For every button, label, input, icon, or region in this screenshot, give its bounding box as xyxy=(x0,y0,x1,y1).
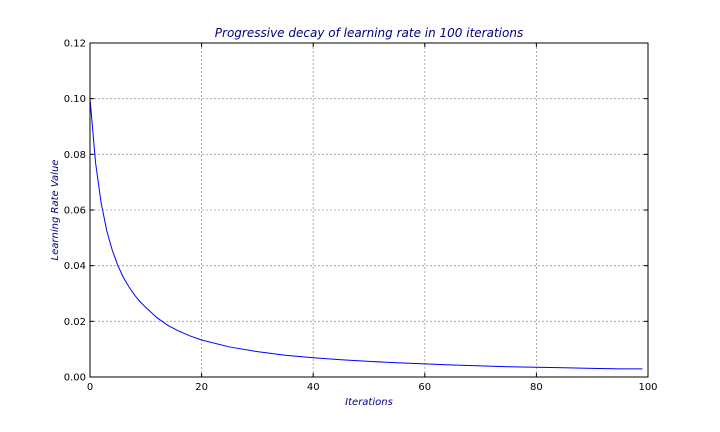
y-tick-label: 0.08 xyxy=(64,150,86,161)
x-tick-label: 80 xyxy=(530,382,543,393)
x-axis-label: Iterations xyxy=(345,397,393,408)
x-tick-label: 0 xyxy=(87,382,93,393)
axis-ticks: 0 20 40 60 80 100 0.00 0.02 0.04 0.06 0.08 0.10 0.12 xyxy=(64,39,658,394)
y-axis-label: Learning Rate Value xyxy=(50,160,61,261)
series-line xyxy=(89,98,643,370)
plot-area xyxy=(89,98,643,370)
y-tick-label: 0.02 xyxy=(64,317,86,328)
x-tick-label: 100 xyxy=(638,382,657,393)
y-tick-label: 0.04 xyxy=(64,261,86,272)
grid-lines xyxy=(90,43,648,377)
x-tick-label: 20 xyxy=(195,382,208,393)
x-tick-label: 60 xyxy=(418,382,431,393)
y-tick-label: 0.10 xyxy=(64,94,86,105)
chart-title: Progressive decay of learning rate in 10… xyxy=(215,26,523,40)
x-tick-label: 40 xyxy=(307,382,320,393)
y-tick-label: 0.00 xyxy=(64,373,86,384)
y-tick-label: 0.06 xyxy=(64,206,86,217)
y-tick-label: 0.12 xyxy=(64,39,86,50)
